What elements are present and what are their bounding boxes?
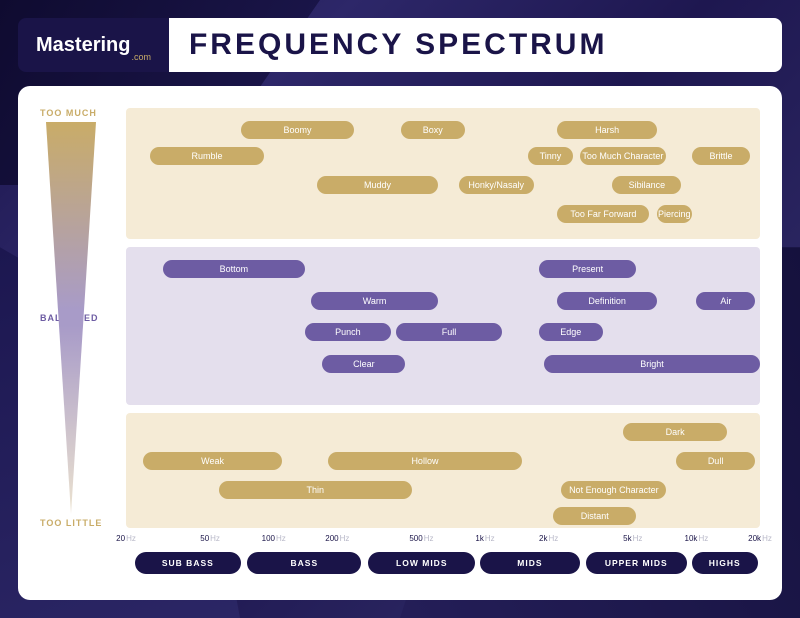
x-tick: 1kHz bbox=[475, 534, 494, 543]
page-title: FREQUENCY SPECTRUM bbox=[169, 18, 782, 72]
x-tick: 200Hz bbox=[325, 534, 349, 543]
descriptor-pill: Not Enough Character bbox=[561, 481, 666, 499]
y-label-bottom: TOO LITTLE bbox=[40, 518, 102, 528]
x-tick: 5kHz bbox=[623, 534, 642, 543]
descriptor-pill: Rumble bbox=[150, 147, 264, 165]
descriptor-pill: Boomy bbox=[241, 121, 354, 139]
y-label-top: TOO MUCH bbox=[40, 108, 97, 118]
gradient-triangle-icon bbox=[46, 122, 96, 514]
logo-sub: .com bbox=[131, 52, 151, 62]
x-tick: 50Hz bbox=[200, 534, 220, 543]
descriptor-pill: Dark bbox=[623, 423, 727, 441]
descriptor-pill: Definition bbox=[557, 292, 656, 310]
descriptor-pill: Distant bbox=[553, 507, 636, 525]
descriptor-pill: Brittle bbox=[692, 147, 751, 165]
descriptor-pill: Piercing bbox=[657, 205, 692, 223]
descriptor-pill: Warm bbox=[311, 292, 438, 310]
descriptor-pill: Harsh bbox=[557, 121, 656, 139]
x-tick: 10kHz bbox=[685, 534, 709, 543]
band-pill: LOW MIDS bbox=[368, 552, 475, 574]
descriptor-pill: Too Much Character bbox=[580, 147, 667, 165]
plot-area: Boomy Boxy Harsh Rumble Tinny Too Much Charac… bbox=[126, 108, 760, 528]
chart-wrap: TOO MUCH BALANCED TOO LITTLE bbox=[40, 108, 760, 582]
x-tick: 100Hz bbox=[262, 534, 286, 543]
band-pill: MIDS bbox=[480, 552, 579, 574]
descriptor-pill: Tinny bbox=[528, 147, 573, 165]
descriptor-pill: Air bbox=[696, 292, 755, 310]
header: Mastering .com FREQUENCY SPECTRUM bbox=[18, 18, 782, 72]
logo: Mastering .com bbox=[18, 18, 169, 72]
descriptor-pill: Punch bbox=[305, 323, 392, 341]
descriptor-pill: Dull bbox=[676, 452, 755, 470]
logo-main: Mastering bbox=[36, 34, 130, 57]
descriptor-pill: Honky/Nasaly bbox=[459, 176, 534, 194]
descriptor-pill: Full bbox=[396, 323, 502, 341]
band-pill: SUB BASS bbox=[135, 552, 241, 574]
descriptor-pill: Muddy bbox=[317, 176, 438, 194]
descriptor-pill: Edge bbox=[539, 323, 603, 341]
x-tick: 2kHz bbox=[539, 534, 558, 543]
descriptor-pill: Hollow bbox=[328, 452, 523, 470]
x-tick: 20kHz bbox=[748, 534, 772, 543]
descriptor-pill: Too Far Forward bbox=[557, 205, 649, 223]
x-axis: 20Hz50Hz100Hz200Hz500Hz1kHz2kHz5kHz10kHz… bbox=[126, 532, 760, 582]
descriptor-pill: Bright bbox=[544, 355, 760, 373]
descriptor-pill: Present bbox=[539, 260, 636, 278]
descriptor-pill: Clear bbox=[322, 355, 405, 373]
descriptor-pill: Weak bbox=[143, 452, 283, 470]
band-pill: BASS bbox=[247, 552, 361, 574]
descriptor-pill: Boxy bbox=[401, 121, 465, 139]
descriptor-pill: Bottom bbox=[163, 260, 304, 278]
descriptor-pill: Thin bbox=[219, 481, 412, 499]
descriptor-pill: Sibilance bbox=[612, 176, 681, 194]
y-axis-labels: TOO MUCH BALANCED TOO LITTLE bbox=[40, 108, 118, 528]
x-tick: 500Hz bbox=[409, 534, 433, 543]
x-tick: 20Hz bbox=[116, 534, 136, 543]
band-pill: HIGHS bbox=[692, 552, 758, 574]
band-pill: UPPER MIDS bbox=[586, 552, 687, 574]
chart-card: TOO MUCH BALANCED TOO LITTLE bbox=[18, 86, 782, 600]
